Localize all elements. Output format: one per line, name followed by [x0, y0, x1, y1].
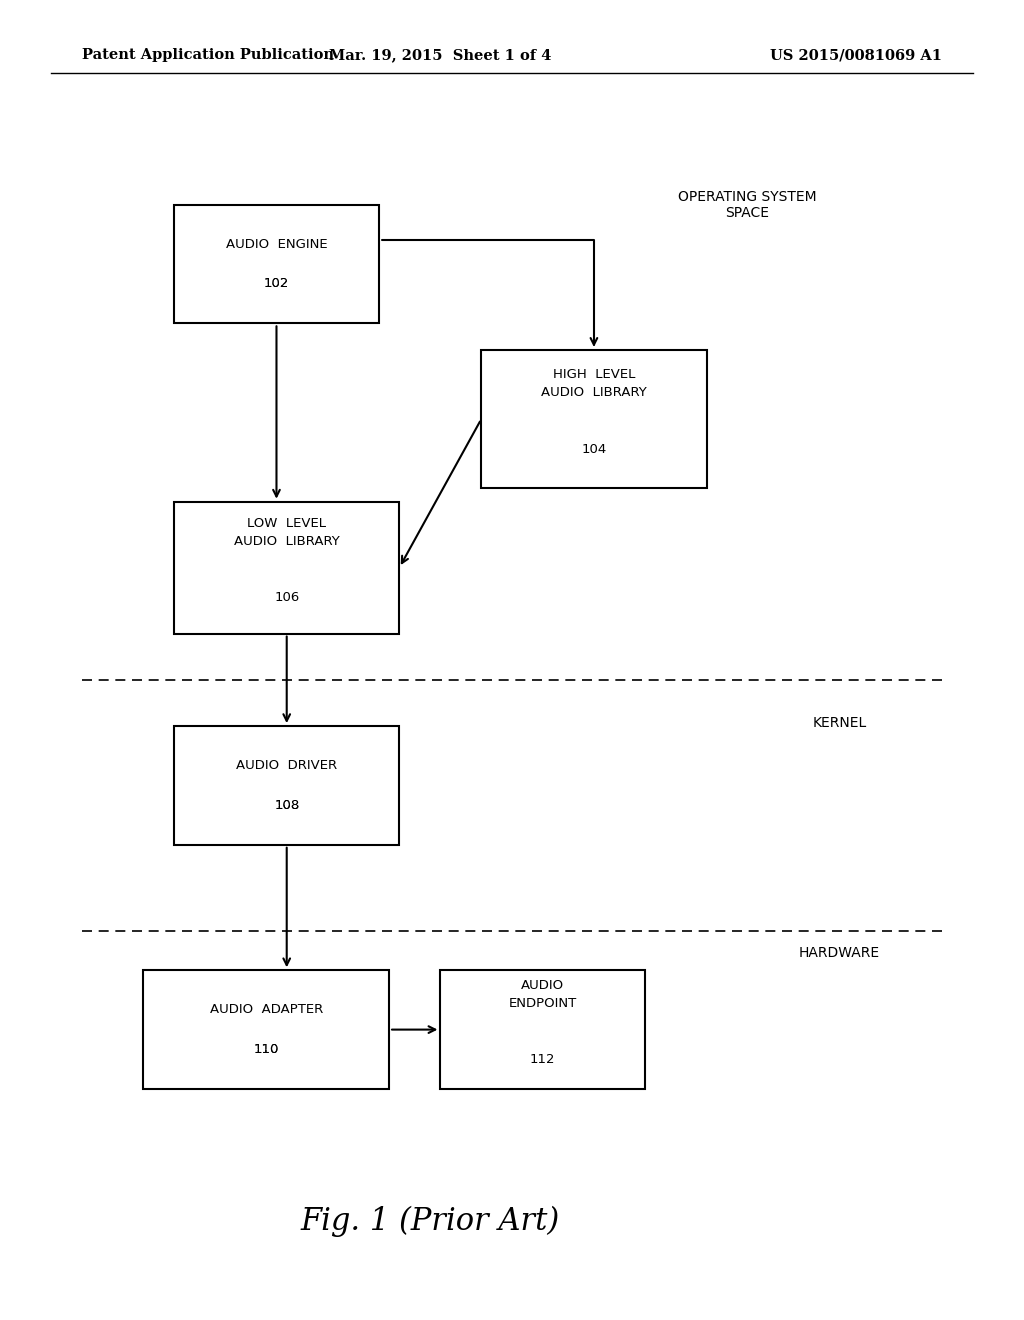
Text: Patent Application Publication: Patent Application Publication	[82, 49, 334, 62]
Text: US 2015/0081069 A1: US 2015/0081069 A1	[770, 49, 942, 62]
FancyBboxPatch shape	[174, 726, 399, 845]
Text: 106: 106	[274, 591, 299, 605]
FancyBboxPatch shape	[143, 970, 389, 1089]
Text: AUDIO  DRIVER: AUDIO DRIVER	[237, 759, 337, 772]
FancyBboxPatch shape	[440, 970, 645, 1089]
Text: AUDIO
ENDPOINT: AUDIO ENDPOINT	[509, 979, 577, 1010]
Text: HIGH  LEVEL
AUDIO  LIBRARY: HIGH LEVEL AUDIO LIBRARY	[541, 368, 647, 399]
Text: 108: 108	[274, 799, 299, 812]
Text: 102: 102	[264, 277, 289, 290]
Text: 104: 104	[582, 444, 606, 455]
Text: 108: 108	[274, 796, 299, 809]
Text: 110: 110	[254, 1043, 279, 1056]
Text: AUDIO  ENGINE: AUDIO ENGINE	[225, 238, 328, 251]
Text: OPERATING SYSTEM
SPACE: OPERATING SYSTEM SPACE	[678, 190, 817, 219]
Text: 108: 108	[274, 799, 299, 812]
FancyBboxPatch shape	[174, 502, 399, 634]
Text: 112: 112	[530, 1053, 555, 1067]
Text: 110: 110	[254, 1043, 279, 1056]
Text: KERNEL: KERNEL	[813, 717, 866, 730]
Text: Mar. 19, 2015  Sheet 1 of 4: Mar. 19, 2015 Sheet 1 of 4	[329, 49, 552, 62]
Text: 102: 102	[264, 277, 289, 290]
Text: AUDIO  ADAPTER: AUDIO ADAPTER	[210, 1003, 323, 1016]
Text: 102: 102	[264, 275, 289, 288]
FancyBboxPatch shape	[174, 205, 379, 323]
Text: 110: 110	[254, 1040, 279, 1053]
Text: Fig. 1 (Prior Art): Fig. 1 (Prior Art)	[300, 1205, 560, 1237]
Text: LOW  LEVEL
AUDIO  LIBRARY: LOW LEVEL AUDIO LIBRARY	[233, 517, 340, 548]
FancyBboxPatch shape	[481, 350, 707, 488]
Text: HARDWARE: HARDWARE	[799, 946, 881, 960]
